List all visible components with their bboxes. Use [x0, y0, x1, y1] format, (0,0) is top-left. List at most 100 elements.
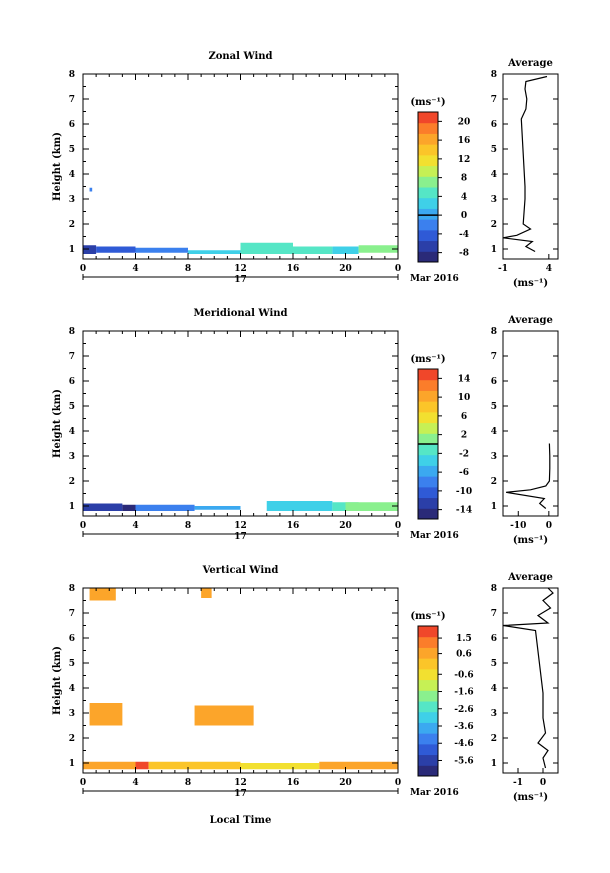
- colorbar-swatch: [418, 240, 438, 252]
- y-tick-label: 4: [69, 684, 75, 694]
- colorbar-swatch: [418, 743, 438, 756]
- y-tick-label: 3: [69, 195, 75, 205]
- colorbar-tick-label: -0.6: [454, 670, 473, 680]
- x-tick-label: 0: [395, 521, 401, 531]
- avg-x-label: (ms⁻¹): [513, 535, 548, 546]
- y-tick-label: 5: [69, 659, 75, 669]
- average-frame: [502, 330, 559, 517]
- colorbar-tick-label: 1.5: [456, 634, 472, 644]
- colorbar-tick-label: -5.6: [454, 756, 473, 766]
- colorbar-swatch: [418, 626, 438, 638]
- colorbar-swatch: [418, 219, 438, 231]
- y-tick-label: 8: [69, 70, 75, 80]
- y-tick-label: 5: [69, 402, 75, 412]
- y-tick-label: 2: [69, 220, 75, 230]
- avg-x-tick-label: -10: [510, 521, 526, 531]
- y-tick-label: 4: [69, 427, 75, 437]
- colorbar-swatch: [418, 133, 438, 145]
- avg-x-tick-label: -1: [498, 264, 508, 274]
- colorbar-tick-label: -8: [459, 249, 469, 259]
- x-tick-label: 12: [234, 778, 247, 788]
- colorbar-swatch: [418, 369, 438, 381]
- colorbar-swatch: [418, 497, 438, 509]
- colorbar-swatch: [418, 679, 438, 691]
- y-tick-label: 4: [69, 170, 75, 180]
- date-label: Mar 2016: [410, 274, 459, 284]
- colorbar-swatch: [418, 411, 438, 424]
- colorbar-tick-label: -2: [459, 449, 469, 459]
- colorbar-unit: (ms⁻¹): [410, 97, 445, 108]
- y-axis-label: Height (km): [52, 389, 63, 458]
- colorbar-frame: [417, 111, 439, 263]
- colorbar-tick-label: -3.6: [454, 722, 473, 732]
- plot-frame: [82, 330, 399, 517]
- panel-title: Vertical Wind: [202, 565, 279, 576]
- day-label: 17: [234, 275, 247, 285]
- colorbar-swatch: [418, 229, 438, 242]
- heatmap-cell: [148, 761, 241, 770]
- heatmap-cell: [293, 246, 333, 254]
- colorbar-tick-label: 14: [458, 374, 471, 384]
- colorbar-tick-label: -4: [459, 230, 469, 240]
- x-tick-label: 8: [185, 264, 191, 274]
- colorbar-swatch: [418, 701, 438, 713]
- avg-y-tick-label: 1: [491, 759, 497, 769]
- y-tick-label: 3: [69, 709, 75, 719]
- heatmap-cell: [188, 250, 241, 254]
- colorbar-tick-label: 2: [461, 431, 467, 441]
- x-tick-label: 20: [339, 521, 352, 531]
- y-axis-label: Height (km): [52, 132, 63, 201]
- colorbar-unit: (ms⁻¹): [410, 611, 445, 622]
- colorbar-swatch: [418, 197, 438, 209]
- x-tick-label: 0: [80, 778, 86, 788]
- x-tick-label: 16: [287, 264, 300, 274]
- colorbar-swatch: [418, 144, 438, 156]
- colorbar-swatch: [418, 379, 438, 391]
- average-title: Average: [507, 572, 553, 583]
- heatmap-cell: [135, 504, 195, 511]
- colorbar-swatch: [418, 154, 438, 167]
- heatmap-cell: [194, 705, 254, 726]
- average-frame: [502, 587, 559, 774]
- heatmap-cell: [345, 502, 398, 511]
- x-tick-label: 20: [339, 264, 352, 274]
- avg-y-tick-label: 2: [491, 734, 497, 744]
- colorbar-tick-label: -14: [456, 506, 472, 516]
- plot-frame: [82, 587, 399, 774]
- avg-y-tick-label: 6: [491, 120, 497, 130]
- colorbar-swatch: [418, 112, 438, 124]
- avg-x-tick-label: 4: [546, 264, 552, 274]
- heatmap-cell: [83, 503, 123, 511]
- colorbar-tick-label: 16: [458, 136, 471, 146]
- avg-x-tick-label: 0: [546, 521, 552, 531]
- colorbar-swatch: [418, 668, 438, 681]
- colorbar-swatch: [418, 187, 438, 199]
- x-tick-label: 4: [132, 264, 138, 274]
- heatmap-cell: [89, 703, 123, 726]
- colorbar-tick-label: 4: [461, 192, 467, 202]
- heatmap-cell: [332, 246, 359, 254]
- x-tick-label: 4: [132, 521, 138, 531]
- colorbar-tick-label: 20: [458, 117, 471, 127]
- colorbar-swatch: [418, 465, 438, 477]
- colorbar-swatch: [418, 508, 438, 520]
- avg-y-tick-label: 3: [491, 195, 497, 205]
- colorbar-tick-label: -10: [456, 487, 472, 497]
- average-frame: [502, 73, 559, 260]
- y-tick-label: 6: [69, 120, 75, 130]
- x-tick-label: 4: [132, 778, 138, 788]
- avg-y-tick-label: 8: [491, 327, 497, 337]
- heatmap-cell: [89, 187, 93, 192]
- x-tick-label: 16: [287, 521, 300, 531]
- colorbar-swatch: [418, 636, 438, 648]
- y-tick-label: 2: [69, 477, 75, 487]
- heatmap-cell: [89, 588, 116, 601]
- x-tick-label: 12: [234, 264, 247, 274]
- colorbar-swatch: [418, 658, 438, 670]
- colorbar-tick-label: -1.6: [454, 688, 473, 698]
- colorbar-swatch: [418, 711, 438, 723]
- avg-x-tick-label: -1: [513, 778, 523, 788]
- colorbar-swatch: [418, 444, 438, 456]
- heatmap-cell: [201, 588, 212, 598]
